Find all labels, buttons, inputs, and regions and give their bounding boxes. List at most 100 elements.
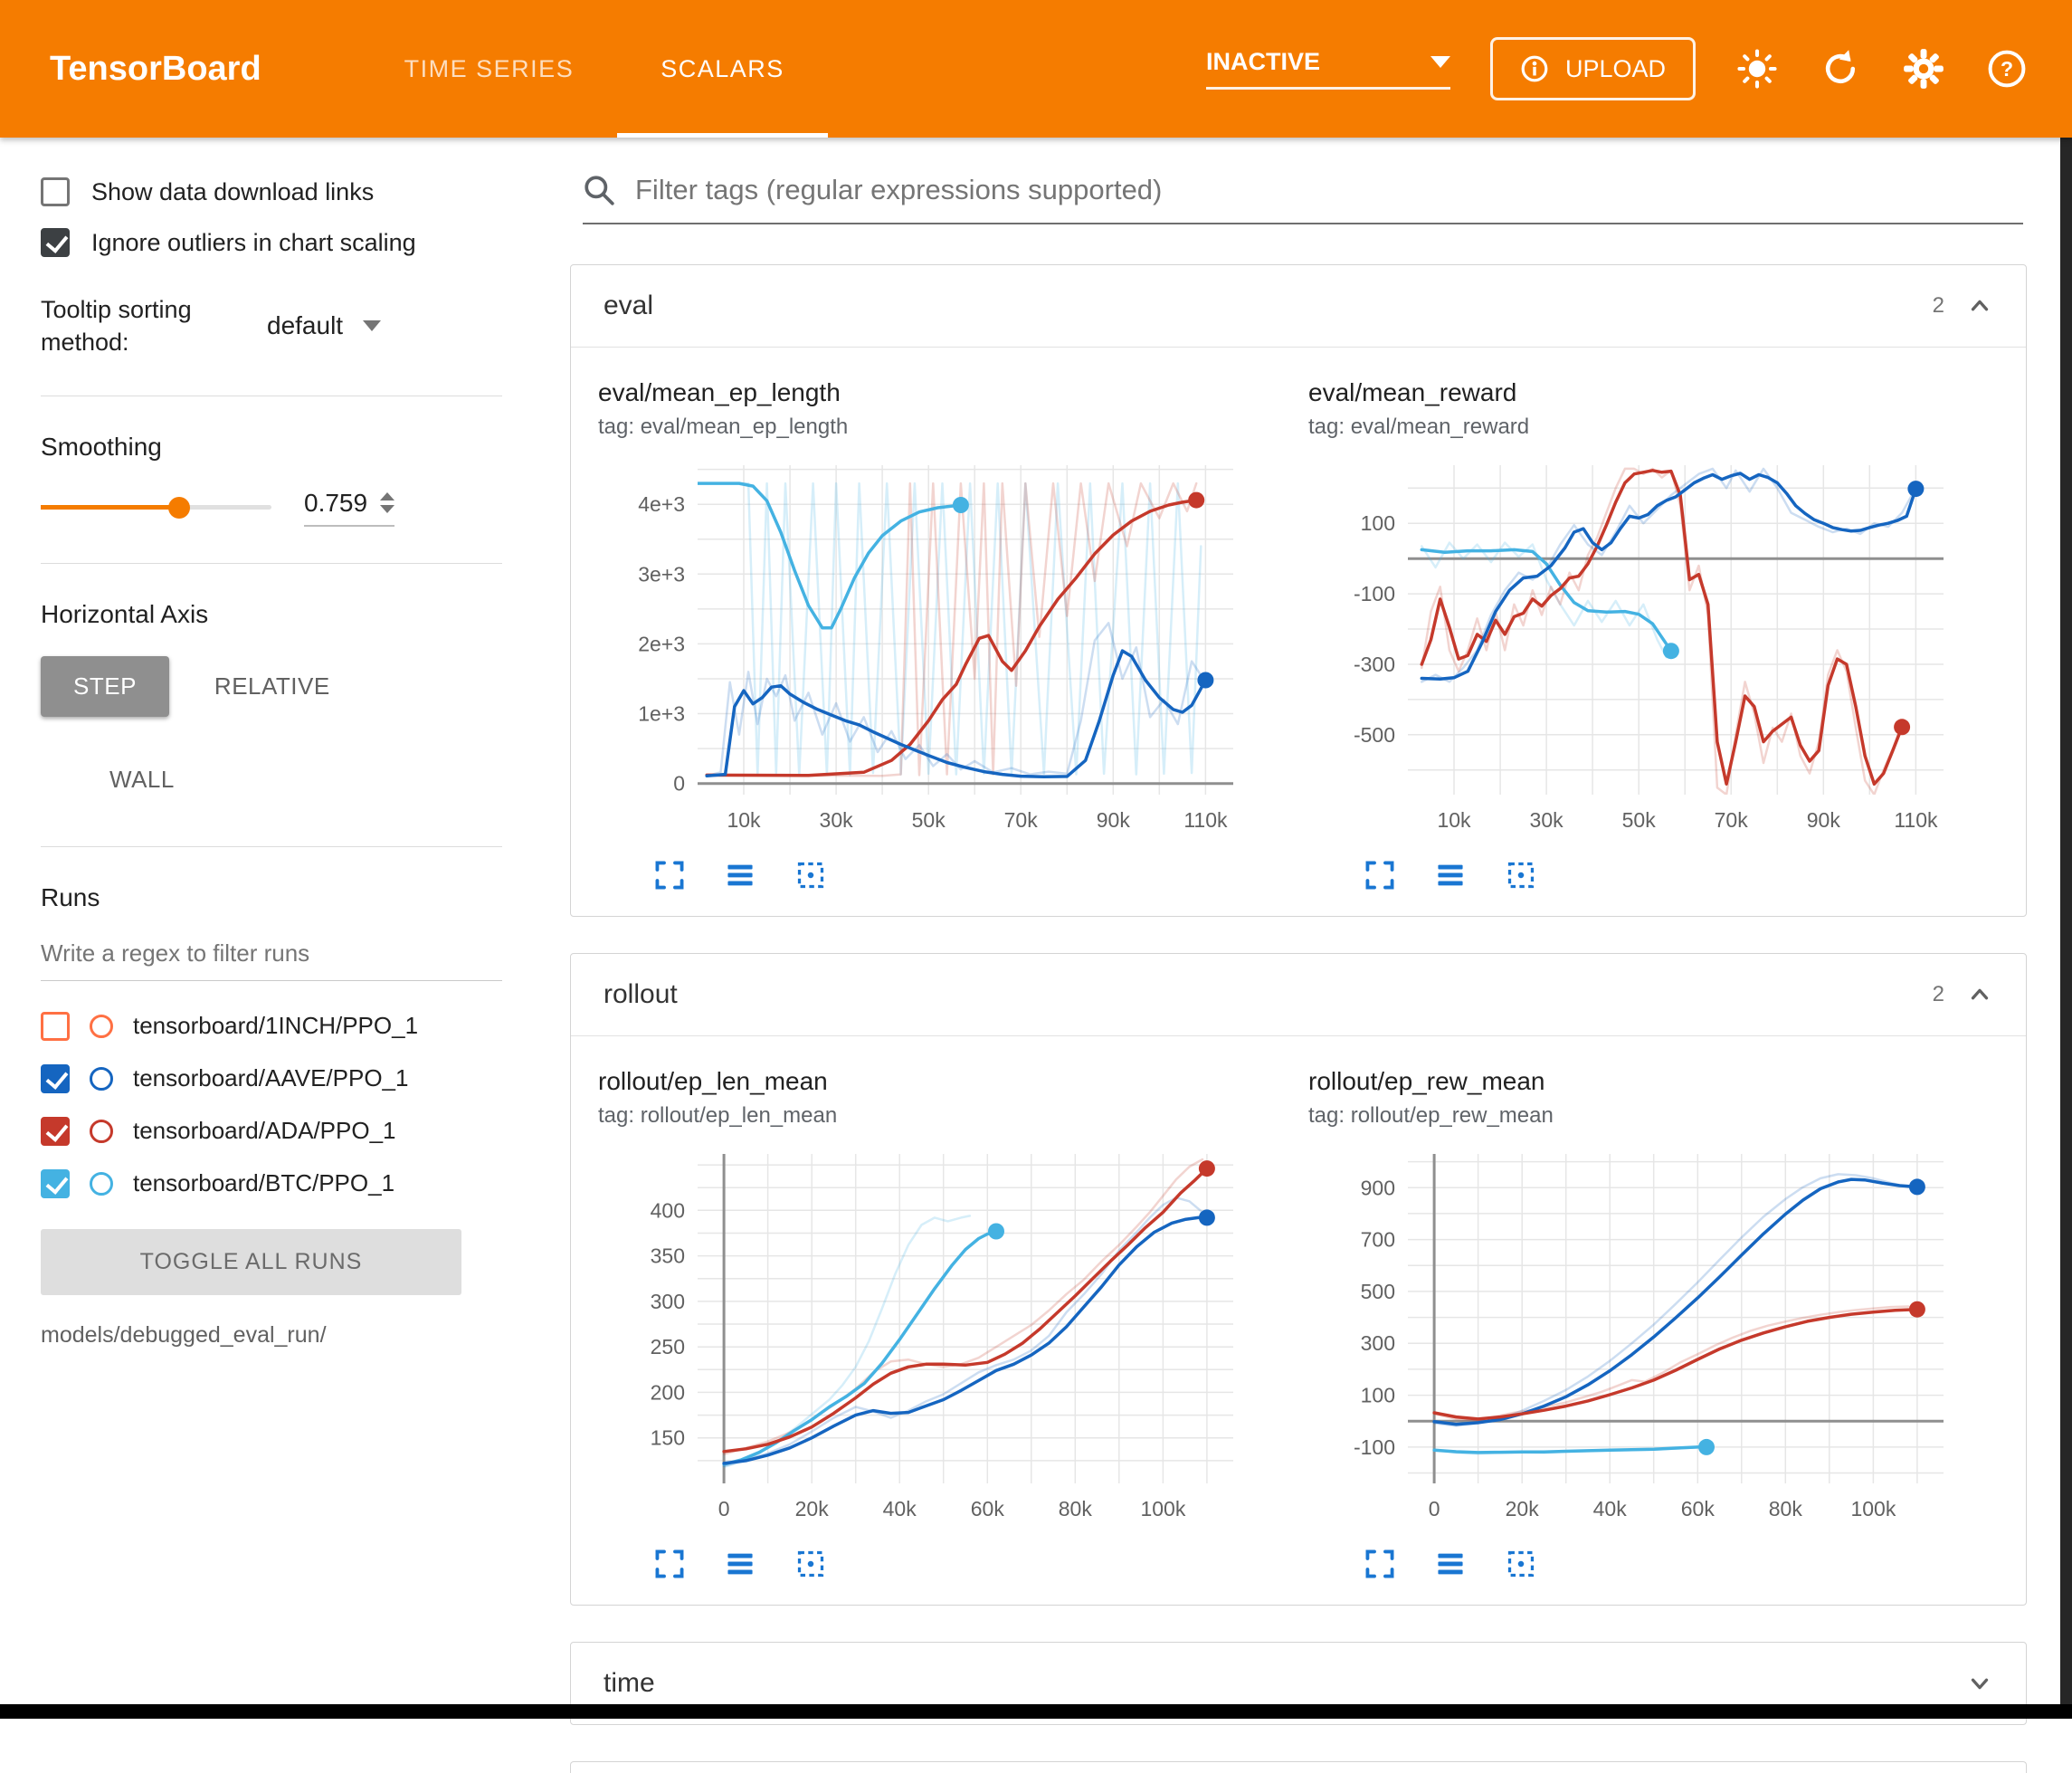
run-row-aave[interactable]: tensorboard/AAVE/PPO_1 <box>41 1063 502 1093</box>
svg-text:50k: 50k <box>912 808 946 832</box>
search-icon <box>585 176 614 205</box>
svg-text:-300: -300 <box>1354 653 1395 676</box>
svg-text:200: 200 <box>651 1380 685 1404</box>
expand-chart-button[interactable] <box>1363 858 1397 892</box>
smoothing-slider-thumb[interactable] <box>168 496 190 519</box>
expand-chart-button[interactable] <box>652 1547 687 1581</box>
svg-text:100: 100 <box>1361 1384 1395 1407</box>
fullscreen-icon <box>655 861 684 890</box>
run-color-ring <box>90 1171 113 1196</box>
divider <box>41 845 502 847</box>
chevron-down-icon <box>363 320 382 332</box>
svg-text:60k: 60k <box>971 1497 1005 1520</box>
chart-plot[interactable]: 10k 30k 50k 70k 90k 110k 0 1e+3 2e+3 3e+3 4e+3 <box>598 453 1263 842</box>
run-row-btc[interactable]: tensorboard/BTC/PPO_1 <box>41 1168 502 1198</box>
refresh-icon <box>1825 50 1856 83</box>
axis-button-relative[interactable]: RELATIVE <box>214 672 330 700</box>
data-table-button[interactable] <box>723 858 757 892</box>
settings-button[interactable] <box>1902 47 1945 91</box>
svg-text:10k: 10k <box>727 808 761 832</box>
chart-plot[interactable]: 10k 30k 50k 70k 90k 110k -500 -300 -100 100 <box>1308 453 1973 842</box>
number-stepper[interactable] <box>380 492 394 514</box>
card-title: time <box>604 1668 655 1698</box>
slider-fill <box>41 505 179 510</box>
chevron-down-icon[interactable] <box>1966 1670 1993 1697</box>
svg-text:80k: 80k <box>1059 1497 1093 1520</box>
help-icon: ? <box>1988 50 2026 88</box>
show-download-links-checkbox[interactable] <box>41 177 70 206</box>
run-checkbox[interactable] <box>41 1011 70 1041</box>
filter-tags-input[interactable]: Filter tags (regular expressions support… <box>583 174 2023 224</box>
run-checkbox[interactable] <box>41 1168 70 1198</box>
axis-button-step[interactable]: STEP <box>41 655 169 717</box>
fit-domain-button[interactable] <box>1504 858 1538 892</box>
fit-domain-button[interactable] <box>794 1547 828 1581</box>
tooltip-sorting-label: Tooltip sorting method: <box>41 296 192 357</box>
help-button[interactable]: ? <box>1985 47 2029 91</box>
run-row-ada[interactable]: tensorboard/ADA/PPO_1 <box>41 1116 502 1146</box>
runs-filter-input[interactable]: Write a regex to filter runs <box>41 939 502 981</box>
chart-title: eval/mean_ep_length <box>598 378 841 406</box>
refresh-button[interactable] <box>1819 47 1862 91</box>
app-title: TensorBoard <box>50 49 261 88</box>
card-time-header[interactable]: time <box>571 1643 2026 1724</box>
run-color-ring <box>90 1119 113 1143</box>
tooltip-sorting-value: default <box>267 311 344 340</box>
svg-text:50k: 50k <box>1622 808 1657 832</box>
brightness-toggle-button[interactable] <box>1735 47 1779 91</box>
smoothing-label: Smoothing <box>41 432 162 461</box>
svg-text:0: 0 <box>673 772 685 796</box>
svg-text:2e+3: 2e+3 <box>638 632 685 655</box>
svg-text:?: ? <box>2001 57 2013 81</box>
axis-button-wall[interactable]: WALL <box>109 765 175 793</box>
data-table-button[interactable] <box>1433 858 1468 892</box>
chart-plot[interactable]: 0 20k 40k 60k 80k 100k -100 100 300 500 700 900 <box>1308 1141 1973 1530</box>
status-dropdown[interactable]: INACTIVE <box>1205 48 1450 90</box>
upload-label: UPLOAD <box>1564 54 1666 82</box>
data-table-button[interactable] <box>1433 1547 1468 1581</box>
toggle-all-runs-button[interactable]: TOGGLE ALL RUNS <box>41 1228 461 1295</box>
svg-text:90k: 90k <box>1807 808 1841 832</box>
divider <box>41 562 502 564</box>
svg-text:90k: 90k <box>1097 808 1131 832</box>
fit-domain-button[interactable] <box>1504 1547 1538 1581</box>
rows-icon <box>727 864 753 886</box>
chart-plot[interactable]: 0 20k 40k 60k 80k 100k 150 200 250 300 350 400 <box>598 1141 1263 1530</box>
tab-time-series[interactable]: TIME SERIES <box>404 54 575 82</box>
svg-text:350: 350 <box>651 1244 685 1268</box>
tooltip-sorting-dropdown[interactable]: default <box>267 311 382 340</box>
svg-text:900: 900 <box>1361 1176 1395 1199</box>
tab-scalars[interactable]: SCALARS <box>617 0 828 138</box>
chart-title: eval/mean_reward <box>1308 378 1517 406</box>
svg-text:-100: -100 <box>1354 1435 1395 1459</box>
next-card-edge <box>570 1761 2027 1773</box>
card-rollout-header[interactable]: rollout 2 <box>571 954 2026 1035</box>
chevron-up-icon[interactable] <box>1966 292 1993 319</box>
svg-text:30k: 30k <box>1530 808 1564 832</box>
smoothing-slider[interactable] <box>41 496 271 519</box>
stepper-up-icon[interactable] <box>380 492 394 501</box>
stepper-down-icon[interactable] <box>380 505 394 514</box>
fit-domain-button[interactable] <box>794 858 828 892</box>
smoothing-value-input[interactable]: 0.759 <box>304 489 394 527</box>
card-title: rollout <box>604 979 678 1009</box>
chart-panel-rollout-ep-rew-mean: rollout/ep_rew_mean tag: rollout/ep_rew_… <box>1308 1067 1973 1581</box>
run-row-1inch[interactable]: tensorboard/1INCH/PPO_1 <box>41 1011 502 1041</box>
svg-text:60k: 60k <box>1681 1497 1716 1520</box>
run-checkbox[interactable] <box>41 1063 70 1093</box>
upload-button[interactable]: UPLOAD <box>1489 37 1696 100</box>
app-header: TensorBoard TIME SERIES SCALARS INACTIVE… <box>0 0 2072 138</box>
data-table-button[interactable] <box>723 1547 757 1581</box>
chevron-up-icon[interactable] <box>1966 981 1993 1008</box>
card-eval-header[interactable]: eval 2 <box>571 265 2026 347</box>
runs-path-label: models/debugged_eval_run/ <box>41 1321 327 1348</box>
ignore-outliers-checkbox[interactable] <box>41 228 70 257</box>
run-label: tensorboard/1INCH/PPO_1 <box>133 1012 419 1040</box>
expand-chart-button[interactable] <box>1363 1547 1397 1581</box>
expand-chart-button[interactable] <box>652 858 687 892</box>
vertical-scrollbar[interactable] <box>2060 138 2072 1704</box>
rows-icon <box>727 1553 753 1575</box>
svg-text:100: 100 <box>1361 511 1395 535</box>
svg-text:150: 150 <box>651 1426 685 1450</box>
run-checkbox[interactable] <box>41 1116 70 1146</box>
